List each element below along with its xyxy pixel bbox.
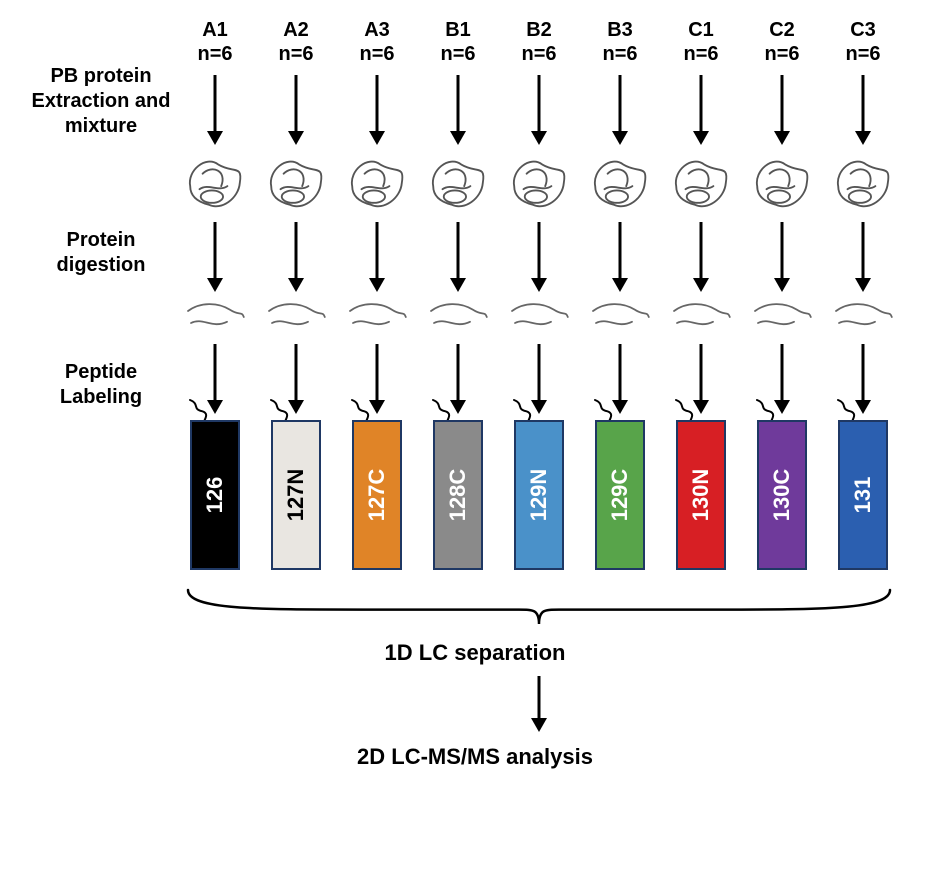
- label-tag-text: 129N: [526, 469, 552, 522]
- protein-glyph: [749, 152, 815, 214]
- label-tag-text: 131: [850, 477, 876, 514]
- sample-header: A2n=6: [257, 18, 335, 66]
- down-arrow-icon: [205, 222, 225, 292]
- protein-glyph: [506, 152, 572, 214]
- label-tag-text: 127C: [364, 469, 390, 522]
- down-arrow-icon: [367, 75, 387, 145]
- pipeline-step-1: 1D LC separation: [0, 640, 950, 666]
- down-arrow-icon: [529, 222, 549, 292]
- down-arrow-icon: [610, 222, 630, 292]
- peptide-glyph: [752, 298, 812, 336]
- label-tag-text: 128C: [445, 469, 471, 522]
- stage-label-labeling: PeptideLabeling: [6, 360, 196, 410]
- down-arrow-icon: [610, 75, 630, 145]
- stage-label-digestion: Proteindigestion: [6, 228, 196, 278]
- down-arrow-icon: [691, 75, 711, 145]
- sample-header: C3n=6: [824, 18, 902, 66]
- down-arrow-icon: [772, 222, 792, 292]
- down-arrow-icon: [529, 676, 549, 732]
- down-arrow-icon: [367, 222, 387, 292]
- sample-header: A3n=6: [338, 18, 416, 66]
- sample-id: A2: [257, 18, 335, 42]
- sample-n: n=6: [419, 42, 497, 66]
- sample-id: C3: [824, 18, 902, 42]
- sample-n: n=6: [500, 42, 578, 66]
- protein-glyph: [344, 152, 410, 214]
- sample-n: n=6: [824, 42, 902, 66]
- sample-n: n=6: [338, 42, 416, 66]
- down-arrow-icon: [772, 75, 792, 145]
- sample-id: A1: [176, 18, 254, 42]
- sample-header: C1n=6: [662, 18, 740, 66]
- protein-glyph: [668, 152, 734, 214]
- sample-header: B2n=6: [500, 18, 578, 66]
- sample-id: C2: [743, 18, 821, 42]
- protein-glyph: [182, 152, 248, 214]
- sample-id: B1: [419, 18, 497, 42]
- down-arrow-icon: [853, 75, 873, 145]
- down-arrow-icon: [286, 222, 306, 292]
- protein-glyph: [830, 152, 896, 214]
- protein-glyph: [263, 152, 329, 214]
- protein-glyph: [587, 152, 653, 214]
- down-arrow-icon: [286, 75, 306, 145]
- peptide-glyph: [428, 298, 488, 336]
- sample-header: A1n=6: [176, 18, 254, 66]
- down-arrow-icon: [691, 222, 711, 292]
- pipeline-step-2: 2D LC-MS/MS analysis: [0, 744, 950, 770]
- down-arrow-icon: [448, 75, 468, 145]
- stage-label-extraction: PB proteinExtraction andmixture: [6, 64, 196, 139]
- down-arrow-icon: [205, 75, 225, 145]
- peptide-glyph: [266, 298, 326, 336]
- sample-header: C2n=6: [743, 18, 821, 66]
- sample-n: n=6: [581, 42, 659, 66]
- sample-n: n=6: [257, 42, 335, 66]
- label-tag-text: 127N: [283, 469, 309, 522]
- sample-id: C1: [662, 18, 740, 42]
- label-tag-text: 130N: [688, 469, 714, 522]
- sample-header: B3n=6: [581, 18, 659, 66]
- label-tag-text: 130C: [769, 469, 795, 522]
- peptide-glyph: [509, 298, 569, 336]
- down-arrow-icon: [529, 75, 549, 145]
- down-arrow-icon: [448, 222, 468, 292]
- sample-n: n=6: [662, 42, 740, 66]
- sample-id: B2: [500, 18, 578, 42]
- protein-glyph: [425, 152, 491, 214]
- peptide-glyph: [590, 298, 650, 336]
- peptide-glyph: [185, 298, 245, 336]
- sample-id: B3: [581, 18, 659, 42]
- peptide-glyph: [347, 298, 407, 336]
- peptide-glyph: [833, 298, 893, 336]
- sample-id: A3: [338, 18, 416, 42]
- label-tag-text: 129C: [607, 469, 633, 522]
- sample-n: n=6: [176, 42, 254, 66]
- label-tag-text: 126: [202, 477, 228, 514]
- down-arrow-icon: [853, 222, 873, 292]
- sample-header: B1n=6: [419, 18, 497, 66]
- curly-brace-icon: [186, 588, 892, 638]
- peptide-glyph: [671, 298, 731, 336]
- sample-n: n=6: [743, 42, 821, 66]
